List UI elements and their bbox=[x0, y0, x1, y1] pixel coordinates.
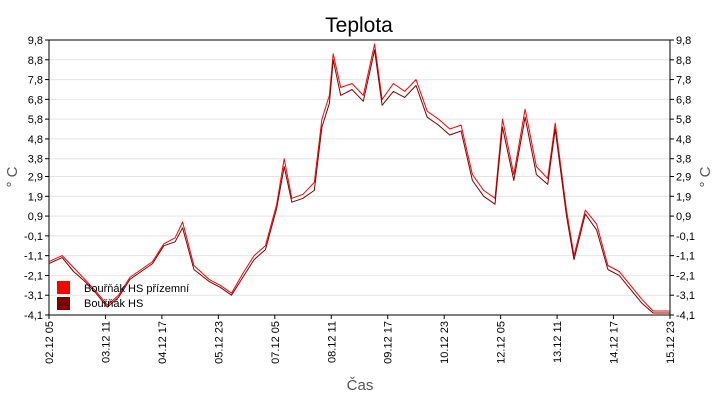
y-tick-label-left: 4,8 bbox=[28, 134, 43, 146]
x-tick-label: 08.12 11 bbox=[326, 321, 338, 363]
y-tick-label-right: -0,1 bbox=[676, 231, 695, 243]
y-tick-label-left: -0,1 bbox=[24, 231, 43, 243]
legend-label-main: Bouřňák HS bbox=[84, 298, 143, 310]
y-tick-label-left: 9,8 bbox=[28, 35, 43, 47]
y-tick-label-left: -3,1 bbox=[24, 290, 43, 302]
y-tick-label-left: 8,8 bbox=[28, 55, 43, 67]
y-tick-label-left: 1,9 bbox=[28, 191, 43, 203]
y-axis-label-left: ° C bbox=[4, 166, 21, 187]
y-tick-label-right: 4,8 bbox=[676, 134, 691, 146]
y-tick-label-left: -1,1 bbox=[24, 251, 43, 263]
x-tick-label: 03.12 11 bbox=[100, 321, 112, 363]
x-tick-label: 07.12 05 bbox=[270, 321, 282, 364]
x-tick-label: 10.12 23 bbox=[439, 321, 451, 364]
x-tick-label: 15.12 23 bbox=[665, 321, 677, 364]
x-axis-ticks: 02.12 05 03.12 11 04.12 17 05.12 23 07.12 05… bbox=[44, 315, 677, 364]
y-tick-label-left: 5,8 bbox=[28, 114, 43, 126]
x-axis-label: Čas bbox=[347, 377, 374, 394]
x-tick-label: 13.12 11 bbox=[552, 321, 564, 363]
y-tick-label-left: -4,1 bbox=[24, 310, 43, 322]
y-tick-label-right: 9,8 bbox=[676, 35, 691, 47]
y-tick-label-right: -1,1 bbox=[676, 251, 695, 263]
x-tick-label: 04.12 17 bbox=[157, 321, 169, 364]
legend-swatch-ground bbox=[57, 281, 70, 294]
y-tick-label-right: 1,9 bbox=[676, 191, 691, 203]
y-tick-label-left: 3,8 bbox=[28, 154, 43, 166]
y-tick-label-right: -4,1 bbox=[676, 310, 695, 322]
y-tick-label-left: -2,1 bbox=[24, 270, 43, 282]
y-tick-label-right: 5,8 bbox=[676, 114, 691, 126]
x-tick-label: 02.12 05 bbox=[44, 321, 56, 364]
legend-label-ground: Bouřňák HS přízemní bbox=[84, 283, 189, 295]
y-axis-right-ticks: 9,8 8,8 7,8 6,8 5,8 4,8 3,8 2,9 1,9 0,9 -0,1 -1,1 -2… bbox=[670, 35, 695, 322]
legend: Bouřňák HS přízemní Bouřňák HS bbox=[57, 281, 189, 310]
series-line-ground bbox=[48, 43, 670, 312]
x-tick-label: 14.12 17 bbox=[609, 321, 621, 364]
y-tick-label-left: 0,9 bbox=[28, 211, 43, 223]
series-lines bbox=[48, 43, 670, 314]
y-tick-label-right: -3,1 bbox=[676, 290, 695, 302]
series-line-main bbox=[48, 49, 670, 314]
x-tick-label: 05.12 23 bbox=[213, 321, 225, 364]
y-tick-label-right: 2,9 bbox=[676, 172, 691, 184]
grid-lines bbox=[49, 59, 670, 296]
y-tick-label-right: 0,9 bbox=[676, 211, 691, 223]
chart-title: Teplota bbox=[325, 14, 393, 37]
y-tick-label-right: 6,8 bbox=[676, 94, 691, 106]
y-axis-left-ticks: 9,8 8,8 7,8 6,8 5,8 4,8 3,8 2,9 1,9 0,9 -0,1 -1,1 -2… bbox=[24, 35, 49, 322]
y-tick-label-right: 8,8 bbox=[676, 55, 691, 67]
y-tick-label-right: 3,8 bbox=[676, 154, 691, 166]
y-tick-label-left: 7,8 bbox=[28, 75, 43, 87]
legend-swatch-main bbox=[57, 297, 70, 310]
y-tick-label-right: 7,8 bbox=[676, 75, 691, 87]
plot-area bbox=[48, 39, 671, 316]
x-tick-label: 12.12 05 bbox=[496, 321, 508, 364]
y-tick-label-right: -2,1 bbox=[676, 270, 695, 282]
y-axis-label-right: ° C bbox=[697, 166, 714, 187]
y-tick-label-left: 2,9 bbox=[28, 172, 43, 184]
y-tick-label-left: 6,8 bbox=[28, 94, 43, 106]
x-tick-label: 09.12 17 bbox=[383, 321, 395, 364]
